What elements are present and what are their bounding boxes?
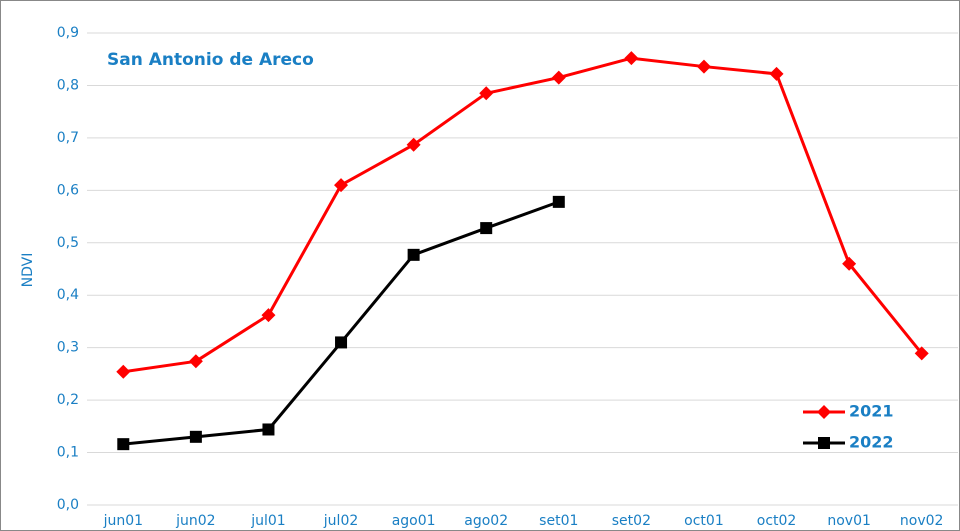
marker bbox=[480, 222, 493, 235]
x-tick-label: oct01 bbox=[684, 513, 724, 529]
marker bbox=[189, 430, 202, 443]
marker bbox=[817, 405, 831, 419]
x-tick-label: ago02 bbox=[464, 513, 508, 529]
marker bbox=[479, 86, 494, 101]
marker bbox=[407, 248, 420, 261]
y-tick-label: 0,6 bbox=[57, 182, 79, 198]
marker bbox=[696, 59, 711, 74]
marker bbox=[552, 195, 565, 208]
marker bbox=[842, 256, 857, 271]
x-tick-label: jul02 bbox=[323, 513, 358, 529]
x-tick-label: oct02 bbox=[757, 513, 797, 529]
y-tick-label: 0,5 bbox=[57, 235, 79, 251]
y-tick-label: 0,2 bbox=[57, 392, 79, 408]
marker bbox=[624, 51, 639, 66]
legend-label: 2022 bbox=[849, 433, 894, 452]
series-line bbox=[123, 56, 923, 374]
x-tick-label: ago01 bbox=[392, 513, 436, 529]
marker bbox=[551, 70, 566, 85]
x-tick-label: jul01 bbox=[250, 513, 285, 529]
x-tick-label: nov01 bbox=[827, 513, 871, 529]
y-tick-label: 0,9 bbox=[57, 25, 79, 41]
y-tick-label: 0,3 bbox=[57, 340, 79, 356]
marker bbox=[769, 66, 784, 81]
x-tick-label: jun02 bbox=[175, 513, 215, 529]
legend-label: 2021 bbox=[849, 402, 894, 421]
x-tick-label: set01 bbox=[539, 513, 578, 529]
x-tick-label: jun01 bbox=[103, 513, 143, 529]
y-tick-label: 0,8 bbox=[57, 77, 79, 93]
y-tick-label: 0,4 bbox=[57, 287, 79, 303]
marker bbox=[117, 438, 130, 451]
y-tick-label: 0,1 bbox=[57, 445, 79, 461]
marker bbox=[406, 137, 421, 152]
marker bbox=[261, 308, 276, 323]
marker bbox=[818, 437, 830, 449]
marker bbox=[188, 354, 203, 369]
marker bbox=[334, 178, 349, 193]
x-tick-label: set02 bbox=[612, 513, 651, 529]
marker bbox=[116, 364, 131, 379]
marker bbox=[914, 346, 929, 361]
marker bbox=[262, 423, 275, 436]
y-tick-label: 0,0 bbox=[57, 497, 79, 513]
marker bbox=[335, 336, 348, 349]
y-tick-label: 0,7 bbox=[57, 130, 79, 146]
x-tick-label: nov02 bbox=[900, 513, 944, 529]
chart-title: San Antonio de Areco bbox=[107, 50, 314, 70]
y-axis-label: NDVI bbox=[20, 253, 36, 288]
